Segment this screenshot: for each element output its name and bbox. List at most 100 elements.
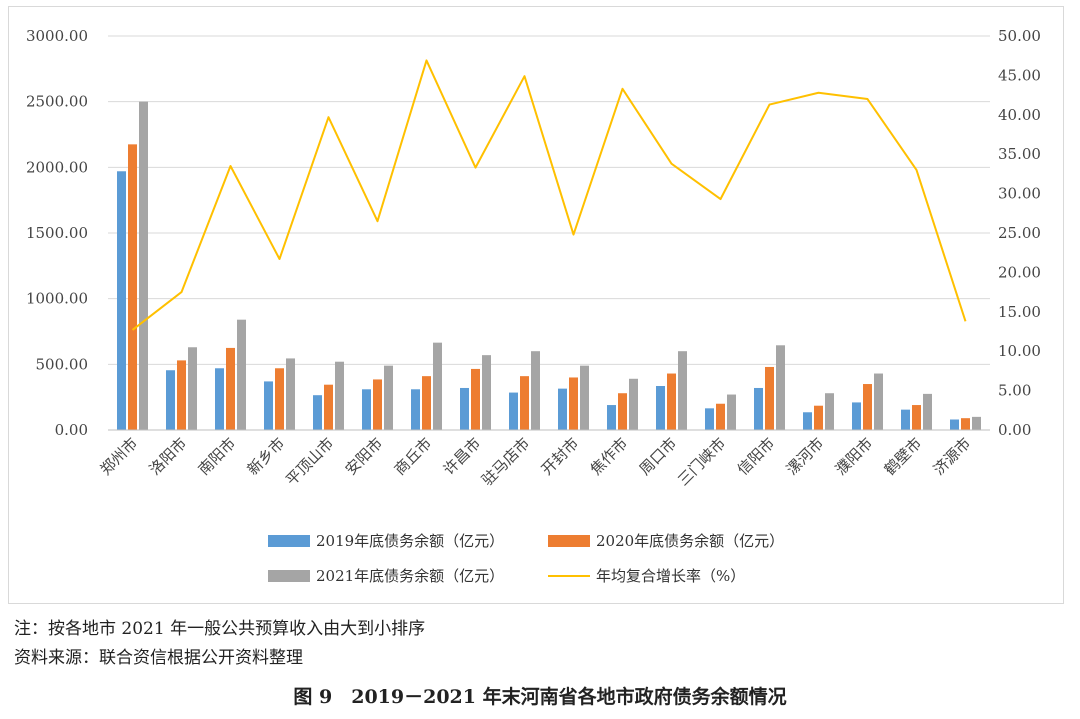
- bar-3-16: [874, 373, 883, 430]
- legend-swatch: [268, 535, 310, 547]
- bar-1-11: [607, 405, 616, 430]
- right-tick-label: 0.00: [998, 421, 1031, 439]
- legend-label: 年均复合增长率（%）: [596, 567, 745, 585]
- legend-label: 2020年底债务余额（亿元）: [596, 532, 784, 550]
- bar-2-6: [373, 379, 382, 430]
- bar-1-13: [705, 408, 714, 430]
- left-tick-label: 500.00: [36, 355, 89, 373]
- category-label: 濮阳市: [832, 434, 877, 479]
- bar-3-9: [531, 351, 540, 430]
- category-label: 商丘市: [391, 434, 436, 479]
- right-tick-label: 5.00: [998, 382, 1031, 400]
- bar-2-11: [618, 393, 627, 430]
- category-label: 新乡市: [244, 434, 289, 479]
- category-label: 开封市: [538, 434, 583, 479]
- category-label: 信阳市: [734, 434, 779, 479]
- category-label: 三门峡市: [674, 434, 729, 489]
- bar-2-12: [667, 373, 676, 430]
- category-label: 安阳市: [342, 434, 387, 479]
- left-tick-label: 2000.00: [26, 158, 88, 176]
- bar-2-15: [814, 405, 823, 430]
- left-tick-label: 2500.00: [26, 93, 88, 111]
- bar-2-7: [422, 376, 431, 430]
- legend-swatch: [548, 535, 590, 547]
- bar-series: [117, 101, 981, 431]
- bar-3-13: [727, 394, 736, 430]
- right-axis-ticks: 0.00 5.00 10.00 15.00 20.00 25.00 30.00 35.00 40…: [998, 27, 1041, 439]
- bar-2-10: [569, 377, 578, 430]
- figure-caption: 图 9 2019－2021 年末河南省各地市政府债务余额情况: [293, 686, 787, 708]
- bar-3-11: [629, 378, 638, 430]
- category-label: 济源市: [930, 434, 975, 479]
- bar-2-17: [912, 405, 921, 430]
- bar-3-2: [188, 347, 197, 430]
- right-tick-label: 40.00: [998, 106, 1041, 124]
- bar-3-5: [335, 361, 344, 430]
- bar-2-14: [765, 366, 774, 430]
- bar-1-2: [166, 370, 175, 430]
- bar-2-5: [324, 384, 333, 430]
- bar-3-14: [776, 345, 785, 430]
- category-label: 周口市: [636, 434, 681, 479]
- bar-2-1: [128, 144, 137, 430]
- bar-2-13: [716, 403, 725, 430]
- growth-rate-line: [131, 59, 967, 331]
- bar-1-7: [411, 389, 420, 430]
- category-label: 许昌市: [440, 434, 485, 479]
- bar-1-4: [264, 381, 273, 430]
- bar-1-15: [803, 412, 812, 430]
- legend-label: 2019年底债务余额（亿元）: [316, 532, 504, 550]
- right-tick-label: 10.00: [998, 342, 1041, 360]
- bar-1-12: [656, 386, 665, 430]
- bar-3-15: [825, 393, 834, 430]
- chart-frame: [8, 6, 1064, 604]
- category-label: 驻马店市: [478, 434, 533, 489]
- bar-1-6: [362, 389, 371, 430]
- data-source: 资料来源：联合资信根据公开资料整理: [14, 648, 303, 668]
- left-axis-ticks: 0.00 500.00 1000.00 1500.00 2000.00 2500.00 30…: [26, 27, 88, 439]
- bar-1-10: [558, 388, 567, 430]
- bar-3-3: [237, 319, 246, 430]
- right-tick-label: 15.00: [998, 303, 1041, 321]
- bar-2-4: [275, 368, 284, 430]
- bar-2-3: [226, 347, 235, 430]
- bar-1-9: [509, 392, 518, 430]
- category-label: 洛阳市: [146, 434, 191, 479]
- bar-3-10: [580, 365, 589, 430]
- right-tick-label: 50.00: [998, 27, 1041, 45]
- bar-1-8: [460, 387, 469, 430]
- legend-swatch: [268, 570, 310, 582]
- category-label: 鹤壁市: [881, 434, 926, 479]
- bar-3-8: [482, 355, 491, 430]
- left-tick-label: 1500.00: [26, 224, 88, 242]
- left-tick-label: 0.00: [55, 421, 88, 439]
- category-label: 南阳市: [195, 434, 240, 479]
- bar-2-18: [961, 418, 970, 430]
- bar-3-4: [286, 358, 295, 430]
- right-tick-label: 20.00: [998, 263, 1041, 281]
- bar-1-5: [313, 395, 322, 430]
- bar-2-2: [177, 360, 186, 430]
- right-tick-label: 45.00: [998, 66, 1041, 84]
- line-series: [131, 59, 967, 331]
- right-tick-label: 25.00: [998, 224, 1041, 242]
- right-tick-label: 30.00: [998, 185, 1041, 203]
- legend: 2019年底债务余额（亿元） 2020年底债务余额（亿元） 2021年底债务余额（亿…: [268, 532, 784, 585]
- left-tick-label: 1000.00: [26, 290, 88, 308]
- bar-1-14: [754, 387, 763, 430]
- chart-note: 注：按各地市 2021 年一般公共预算收入由大到小排序: [14, 619, 426, 639]
- bar-1-3: [215, 368, 224, 430]
- bar-1-18: [950, 419, 959, 430]
- right-tick-label: 35.00: [998, 145, 1041, 163]
- category-label: 焦作市: [587, 434, 632, 479]
- bar-3-18: [972, 416, 981, 430]
- left-tick-label: 3000.00: [26, 27, 88, 45]
- bar-3-6: [384, 365, 393, 430]
- bar-1-17: [901, 409, 910, 430]
- bar-1-1: [117, 171, 126, 431]
- bar-2-8: [471, 368, 480, 430]
- bar-2-9: [520, 376, 529, 430]
- category-label: 郑州市: [97, 434, 142, 479]
- bar-2-16: [863, 384, 872, 430]
- bar-3-7: [433, 342, 442, 430]
